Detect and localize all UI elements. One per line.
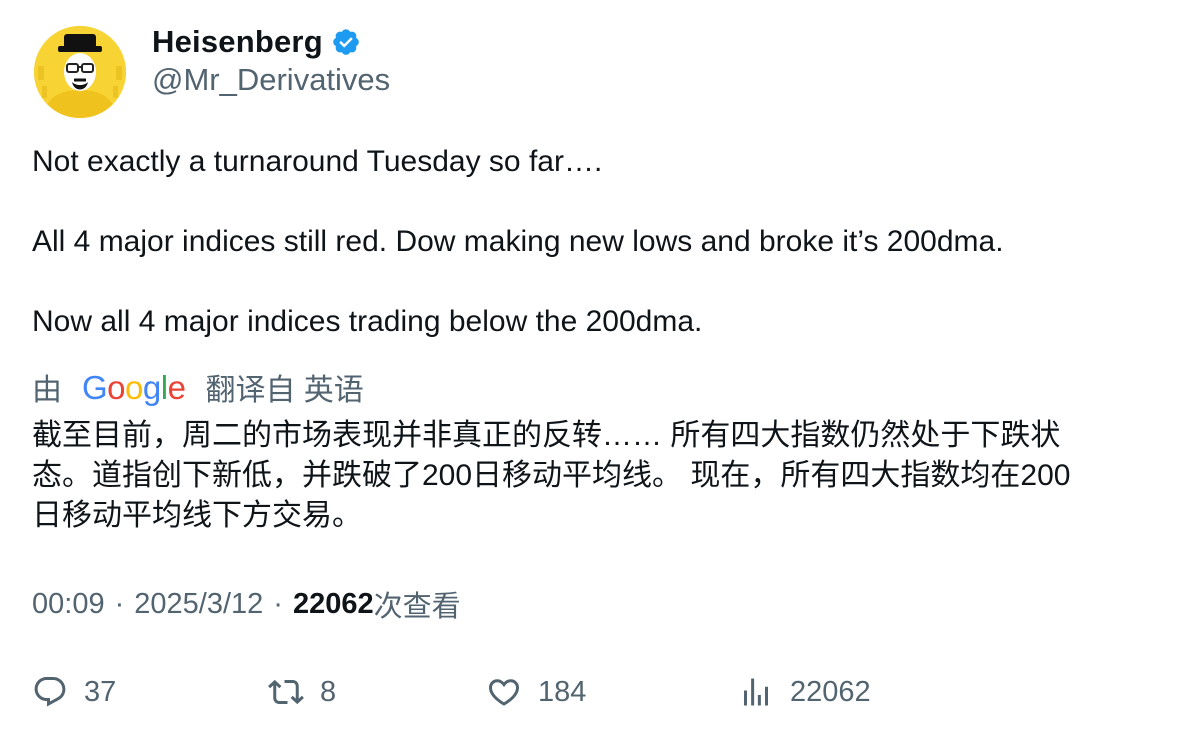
tweet-text: Not exactly a turnaround Tuesday so far……	[32, 142, 1162, 342]
views-chart-icon	[738, 674, 774, 710]
meta-separator: ·	[273, 587, 283, 620]
avatar[interactable]	[34, 26, 126, 118]
translation-suffix: 翻译自 英语	[205, 374, 364, 407]
translation-attribution[interactable]: 由 Google 翻译自 英语	[32, 366, 364, 408]
translated-text-line: 截至目前，周二的市场表现并非真正的反转…… 所有四大指数仍然处于下跌状	[32, 419, 1061, 452]
translated-text: 截至目前，周二的市场表现并非真正的反转…… 所有四大指数仍然处于下跌状 态。道指…	[32, 416, 1172, 536]
views-action-count: 22062	[790, 675, 871, 708]
translated-text-line: 日移动平均线下方交易。	[32, 499, 362, 532]
tweet-meta: 00:09 · 2025/3/12 · 22062 次查看	[32, 584, 461, 624]
heisenberg-avatar-icon	[34, 26, 126, 118]
tweet-text-line: Not exactly a turnaround Tuesday so far……	[32, 145, 603, 178]
retweet-button[interactable]: 8	[268, 670, 336, 714]
author-display-name[interactable]: Heisenberg	[152, 24, 323, 59]
meta-separator: ·	[114, 587, 125, 620]
views-button[interactable]: 22062	[738, 670, 871, 714]
reply-button[interactable]: 37	[32, 670, 116, 714]
translation-prefix: 由	[32, 374, 62, 407]
author-handle[interactable]: @Mr_Derivatives	[152, 62, 391, 97]
reply-icon	[32, 674, 68, 710]
reply-count: 37	[84, 675, 117, 708]
tweet-text-line: Now all 4 major indices trading below th…	[32, 305, 703, 338]
tweet-actions: 37 8 184 22062	[32, 670, 1132, 714]
tweet-text-line: All 4 major indices still red. Dow makin…	[32, 225, 1004, 258]
like-button[interactable]: 184	[486, 670, 586, 714]
like-icon	[486, 674, 522, 710]
tweet-date[interactable]: 2025/3/12	[134, 587, 264, 620]
tweet-time[interactable]: 00:09	[32, 587, 105, 620]
verified-badge-icon	[331, 27, 361, 57]
translated-text-line: 态。道指创下新低，并跌破了200日移动平均线。 现在，所有四大指数均在200	[32, 459, 1071, 492]
retweet-count: 8	[320, 675, 337, 708]
views-label: 次查看	[373, 591, 461, 623]
views-count: 22062	[292, 587, 374, 620]
like-count: 184	[538, 675, 587, 708]
google-logo-icon: Google	[82, 368, 186, 406]
author-name-row: Heisenberg	[152, 22, 361, 62]
retweet-icon	[268, 674, 304, 710]
